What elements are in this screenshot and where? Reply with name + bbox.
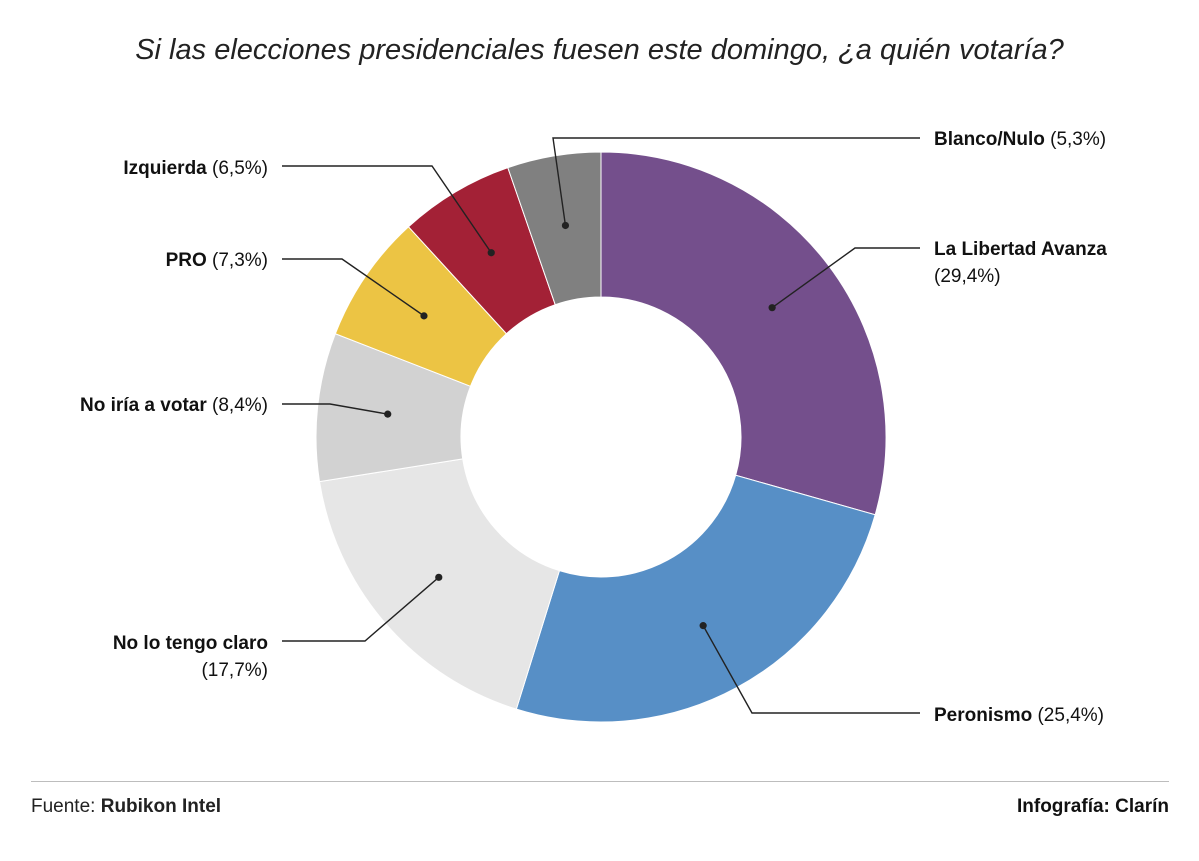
- label-value-peronismo: (25,4%): [1032, 705, 1104, 726]
- footer-credit: Infografía: Clarín: [1016, 796, 1169, 817]
- label-value-pro: (7,3%): [207, 250, 268, 271]
- leader-dot-lla: [768, 304, 776, 312]
- label-peronismo: Peronismo (25,4%): [934, 705, 1104, 726]
- slice-peronismo: [515, 474, 876, 723]
- chart-title: Si las elecciones presidenciales fuesen …: [135, 34, 1064, 66]
- leader-no-claro: [282, 576, 440, 642]
- leader-no-votar: [282, 403, 388, 415]
- label-blanco: Blanco/Nulo (5,3%): [934, 129, 1106, 150]
- label-value-lla: (29,4%): [934, 266, 1001, 287]
- label-name-no-votar: No iría a votar: [80, 395, 207, 416]
- label-value-izquierda: (6,5%): [207, 158, 268, 179]
- label-name-lla: La Libertad Avanza: [934, 239, 1107, 260]
- label-name-no-claro: No lo tengo claro: [113, 633, 268, 654]
- leader-lines: [282, 137, 920, 714]
- label-name-izquierda: Izquierda: [123, 158, 207, 179]
- label-izquierda: Izquierda (6,5%): [123, 158, 268, 179]
- label-value-blanco: (5,3%): [1045, 129, 1106, 150]
- slice-no-claro: [318, 458, 561, 710]
- leader-blanco: [552, 137, 920, 226]
- label-no-votar: No iría a votar (8,4%): [80, 395, 268, 416]
- leader-dot-no-claro: [435, 573, 443, 581]
- slice-labels: La Libertad Avanza (29,4%) Peronismo (25,4…: [80, 129, 1107, 726]
- leader-dot-pro: [420, 312, 428, 320]
- leader-dot-peronismo: [699, 622, 707, 630]
- leader-pro: [282, 258, 425, 317]
- leader-izquierda: [282, 165, 492, 254]
- donut-slices: [315, 151, 887, 723]
- label-pro: PRO (7,3%): [166, 250, 268, 271]
- label-value-no-claro: (17,7%): [201, 660, 268, 681]
- source-name: Rubikon Intel: [100, 796, 222, 817]
- footer-divider: [31, 781, 1169, 782]
- label-name-pro: PRO: [166, 250, 207, 271]
- label-no-claro: No lo tengo claro (17,7%): [113, 633, 268, 681]
- leader-lla: [771, 247, 920, 309]
- source-prefix: Fuente:: [31, 796, 101, 817]
- label-name-peronismo: Peronismo: [934, 705, 1032, 726]
- label-lla: La Libertad Avanza (29,4%): [934, 239, 1107, 287]
- leader-dot-izquierda: [487, 249, 495, 257]
- slice-lla: [600, 151, 887, 516]
- slice-blanco: [507, 151, 602, 306]
- label-name-blanco: Blanco/Nulo: [934, 129, 1045, 150]
- footer-source: Fuente: Rubikon Intel: [31, 796, 221, 818]
- leader-dot-blanco: [561, 221, 570, 230]
- leader-dot-no-votar: [384, 410, 392, 418]
- donut-chart: La Libertad Avanza (29,4%) Peronismo (25,4…: [80, 129, 1107, 726]
- leader-peronismo: [702, 625, 920, 714]
- label-value-no-votar: (8,4%): [207, 395, 268, 416]
